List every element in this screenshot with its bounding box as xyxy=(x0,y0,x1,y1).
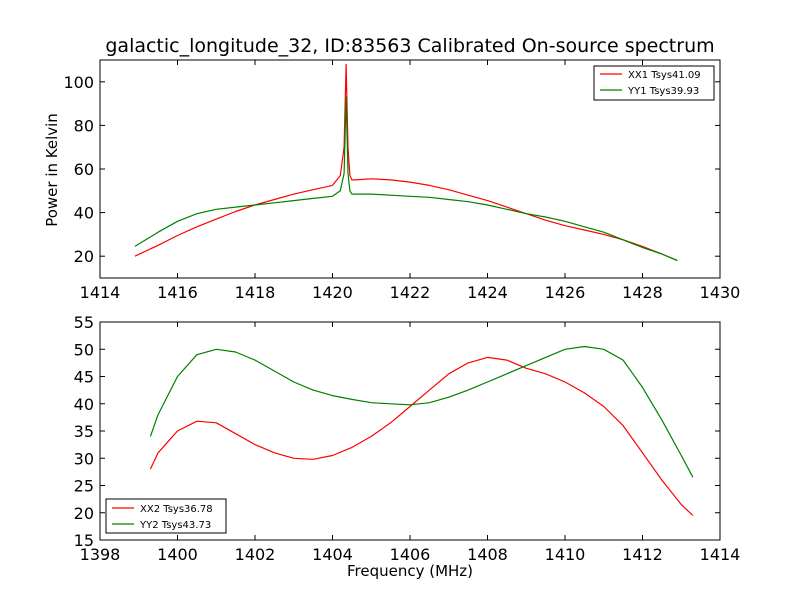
bottom-series-line-xx xyxy=(149,356,694,516)
bottom-y-tick-label: 35 xyxy=(74,422,94,441)
bottom-x-tick-label: 1408 xyxy=(467,545,508,564)
top-y-axis-label: Power in Kelvin xyxy=(43,113,61,227)
top-series-lines xyxy=(134,63,678,262)
top-legend-label-yy1: YY1 Tsys39.93 xyxy=(627,86,699,97)
top-panel: galactic_longitude_32, ID:83563 Calibrat… xyxy=(43,35,740,302)
bottom-legend: XX2 Tsys36.78 YY2 Tsys43.73 xyxy=(105,498,227,534)
bottom-x-axis-label: Frequency (MHz) xyxy=(347,562,473,580)
top-x-tick-label: 1420 xyxy=(312,283,353,302)
bottom-series-line-yy xyxy=(149,345,694,478)
top-x-tick-label: 1428 xyxy=(622,283,663,302)
bottom-x-tick-label: 1406 xyxy=(390,545,431,564)
top-series-line-yy xyxy=(134,96,678,262)
bottom-legend-box xyxy=(105,498,227,534)
bottom-x-tick-label: 1400 xyxy=(157,545,198,564)
bottom-y-tick-label: 40 xyxy=(74,395,94,414)
bottom-x-tick-label: 1412 xyxy=(622,545,663,564)
bottom-panel: Frequency (MHz) 1398 1400 1402 1404 1406 1408… xyxy=(74,313,741,580)
top-x-tick-label: 1422 xyxy=(390,283,431,302)
top-axis-ticks: 1414 1416 1418 1420 1422 1424 1426 1428 1430 20 40… xyxy=(63,60,740,302)
bottom-x-tick-label: 1414 xyxy=(700,545,741,564)
bottom-x-tick-label: 1402 xyxy=(235,545,276,564)
bottom-axis-ticks: 1398 1400 1402 1404 1406 1408 1410 1412 1414 15 20… xyxy=(74,313,741,564)
bottom-y-tick-label: 15 xyxy=(74,531,94,550)
top-legend: XX1 Tsys41.09 YY1 Tsys39.93 xyxy=(593,65,715,101)
bottom-axes-frame xyxy=(99,321,721,541)
bottom-y-tick-label: 55 xyxy=(74,313,94,332)
bottom-y-tick-label: 30 xyxy=(74,449,94,468)
top-y-tick-label: 40 xyxy=(74,204,94,223)
bottom-x-tick-label: 1404 xyxy=(312,545,353,564)
bottom-series-lines xyxy=(149,345,694,516)
top-legend-box xyxy=(593,65,715,101)
top-y-tick-label: 20 xyxy=(74,247,94,266)
top-x-tick-label: 1414 xyxy=(80,283,121,302)
bottom-x-tick-label: 1410 xyxy=(545,545,586,564)
top-x-tick-label: 1424 xyxy=(467,283,508,302)
top-legend-label-xx1: XX1 Tsys41.09 xyxy=(628,70,701,81)
top-x-tick-label: 1416 xyxy=(157,283,198,302)
top-y-tick-label: 100 xyxy=(63,73,94,92)
top-x-tick-label: 1418 xyxy=(235,283,276,302)
top-x-tick-label: 1426 xyxy=(545,283,586,302)
bottom-legend-label-yy2: YY2 Tsys43.73 xyxy=(139,520,211,531)
bottom-y-tick-label: 50 xyxy=(74,340,94,359)
bottom-y-tick-label: 25 xyxy=(74,477,94,496)
top-series-line-xx xyxy=(134,63,678,262)
bottom-y-tick-label: 20 xyxy=(74,504,94,523)
bottom-x-tick-label: 1398 xyxy=(80,545,121,564)
bottom-y-tick-label: 45 xyxy=(74,368,94,387)
top-chart-title: galactic_longitude_32, ID:83563 Calibrat… xyxy=(105,35,714,57)
top-y-tick-label: 80 xyxy=(74,116,94,135)
top-x-tick-label: 1430 xyxy=(700,283,741,302)
bottom-legend-label-xx2: XX2 Tsys36.78 xyxy=(140,504,213,515)
top-axes-frame xyxy=(99,59,721,279)
top-y-tick-label: 60 xyxy=(74,160,94,179)
